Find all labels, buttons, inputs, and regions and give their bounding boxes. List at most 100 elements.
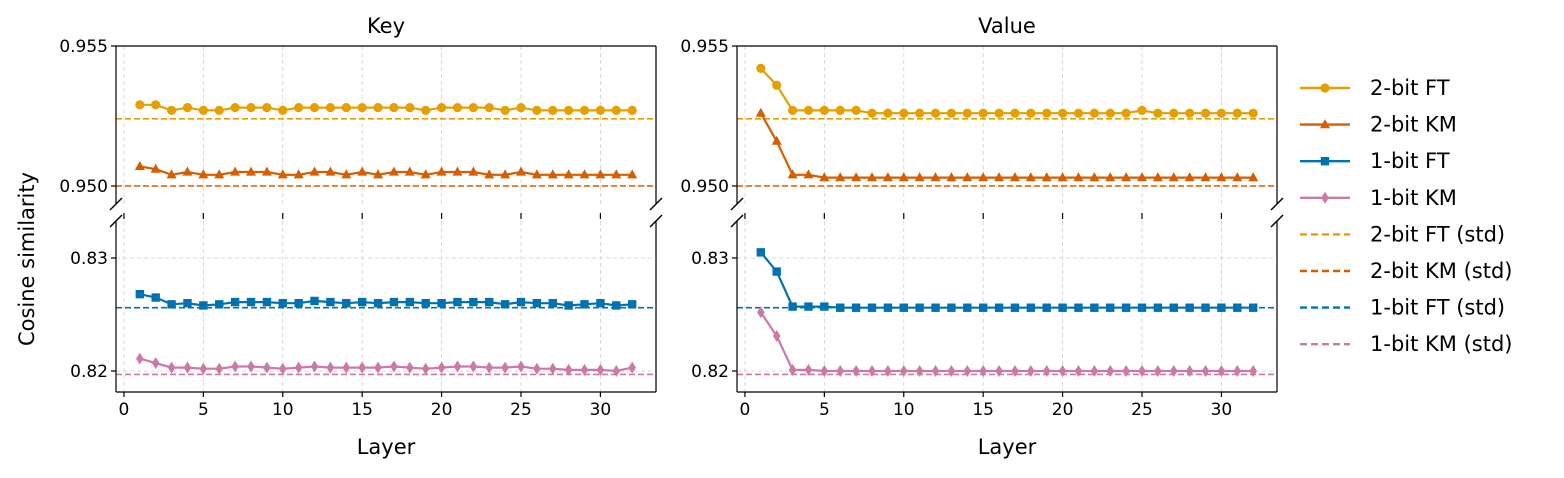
axis-break-mark (109, 214, 123, 228)
panel-title: Value (978, 14, 1036, 38)
data-point (1137, 303, 1147, 312)
x-tick-label: 30 (1211, 400, 1233, 420)
axis-break-mark (1270, 214, 1284, 228)
data-point (215, 362, 224, 375)
data-point (1089, 172, 1100, 182)
data-point (1217, 303, 1226, 312)
data-point (293, 169, 304, 179)
data-point (1217, 365, 1226, 377)
data-point (611, 169, 622, 179)
data-point (405, 297, 415, 307)
data-point (183, 361, 192, 374)
data-point (325, 103, 336, 113)
series-line (139, 293, 633, 307)
data-point (1027, 365, 1035, 377)
data-point (772, 80, 782, 90)
data-point (341, 169, 352, 179)
data-point (867, 108, 877, 118)
data-point (1026, 108, 1036, 118)
data-point (596, 363, 605, 376)
data-point (1216, 108, 1227, 118)
data-point (627, 300, 637, 309)
data-point (756, 248, 766, 257)
data-point (500, 105, 510, 115)
data-point (882, 172, 893, 182)
data-point (358, 361, 366, 374)
data-point (1073, 172, 1084, 182)
legend-label: 1-bit FT (1370, 149, 1450, 173)
data-point (151, 357, 160, 370)
data-point (1184, 172, 1195, 182)
data-point (421, 299, 430, 308)
data-point (357, 297, 367, 307)
data-point (1090, 365, 1099, 377)
data-point (166, 169, 177, 179)
data-point (898, 172, 909, 182)
data-point (851, 105, 861, 115)
x-tick-label: 15 (351, 400, 373, 420)
data-point (294, 361, 303, 374)
data-point (199, 301, 208, 310)
series-line (759, 251, 1254, 309)
data-point (596, 299, 605, 308)
data-point (946, 108, 957, 118)
data-point (500, 300, 510, 309)
data-point (995, 365, 1003, 377)
data-point (406, 361, 414, 374)
panel-value (730, 45, 1284, 397)
data-point (1169, 365, 1178, 377)
data-point (611, 105, 621, 115)
data-point (357, 166, 368, 176)
data-point (1200, 172, 1211, 182)
data-point (485, 297, 494, 307)
data-point (516, 103, 526, 113)
data-point (563, 169, 574, 179)
data-point (1185, 108, 1195, 118)
data-point (1074, 303, 1083, 312)
data-point (756, 63, 766, 73)
data-point (263, 361, 271, 374)
x-tick-label: 20 (1052, 400, 1074, 420)
data-point (547, 169, 558, 179)
data-point (246, 103, 256, 113)
data-point (230, 297, 240, 307)
data-point (1042, 303, 1051, 312)
data-point (899, 108, 909, 118)
data-point (788, 302, 797, 311)
data-point (357, 103, 367, 113)
data-point (310, 296, 319, 306)
data-point (517, 360, 525, 373)
data-point (151, 293, 160, 302)
data-point (183, 299, 192, 308)
data-point (930, 172, 941, 182)
x-tick-label: 0 (740, 400, 751, 420)
x-tick-label: 5 (819, 400, 830, 420)
data-point (820, 302, 829, 311)
legend-label: 2-bit KM (1370, 113, 1457, 137)
data-point (309, 166, 320, 176)
data-point (388, 166, 399, 176)
data-point (628, 361, 636, 374)
data-point (1232, 108, 1242, 118)
data-point (1154, 365, 1162, 377)
data-point (1011, 365, 1019, 377)
data-point (548, 299, 557, 308)
data-point (836, 365, 845, 377)
data-point (1058, 303, 1067, 312)
data-point (500, 169, 511, 179)
data-point (1009, 172, 1020, 182)
legend-marker (1320, 83, 1330, 93)
legend-marker (1321, 191, 1329, 204)
data-point (787, 105, 798, 115)
data-point (468, 166, 479, 176)
series-line (139, 103, 633, 112)
data-point (1010, 108, 1020, 118)
x-tick-label: 10 (893, 400, 915, 420)
axis-break-mark (1270, 197, 1284, 211)
data-point (404, 166, 415, 176)
data-point (1216, 172, 1227, 182)
data-point (771, 135, 782, 145)
data-point (579, 169, 590, 179)
legend-label: 1-bit FT (std) (1370, 296, 1505, 320)
